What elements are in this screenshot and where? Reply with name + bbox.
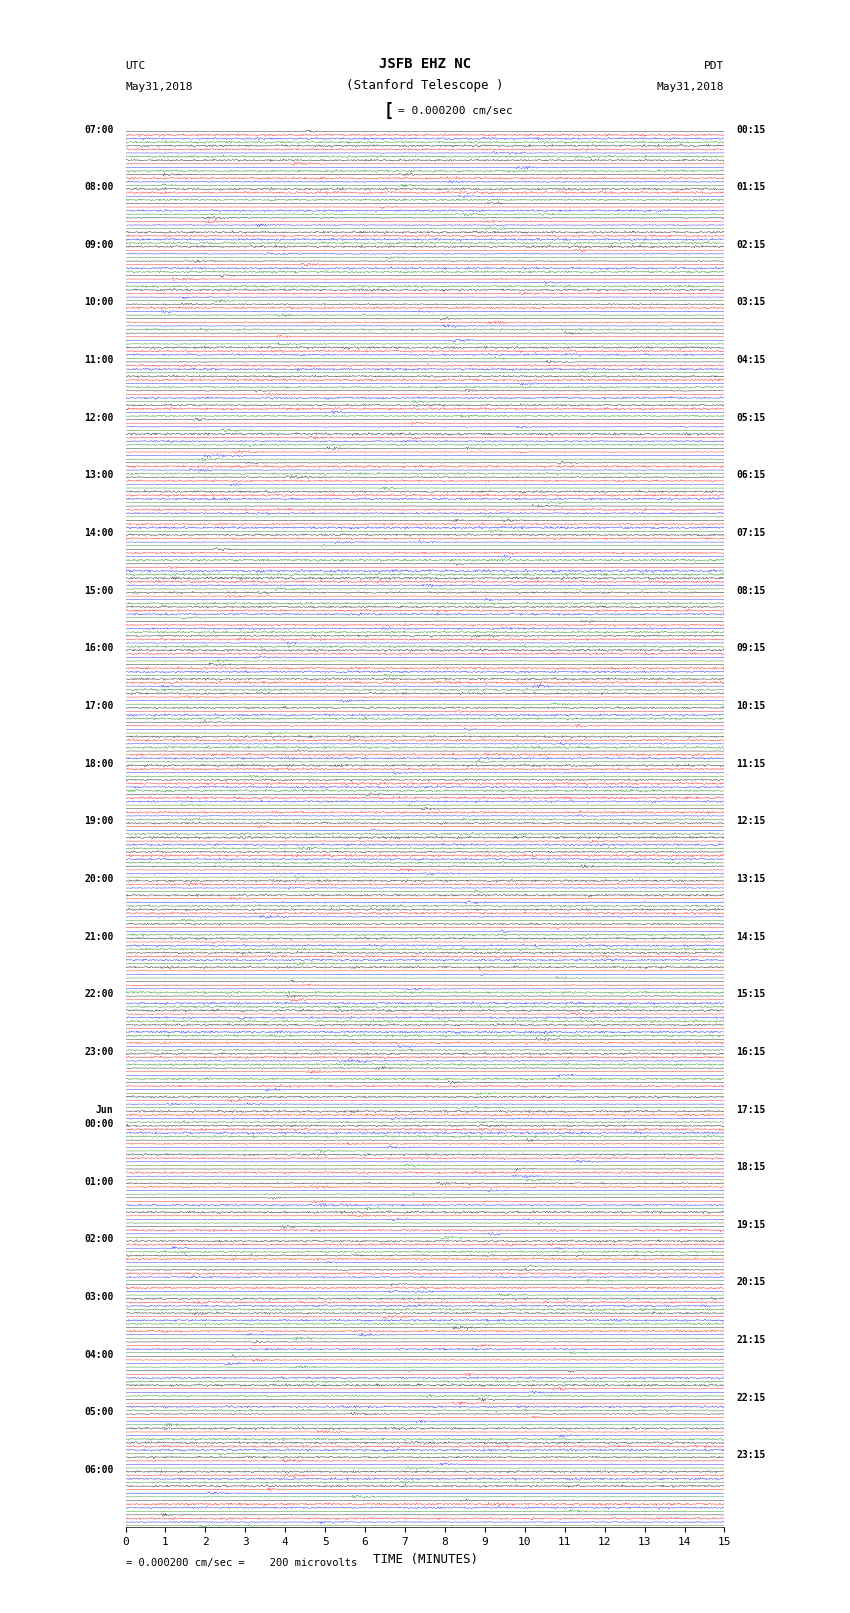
Text: 13:15: 13:15 bbox=[736, 874, 766, 884]
Text: 21:15: 21:15 bbox=[736, 1336, 766, 1345]
Text: 17:15: 17:15 bbox=[736, 1105, 766, 1115]
Text: 15:00: 15:00 bbox=[84, 586, 114, 595]
Text: 22:15: 22:15 bbox=[736, 1392, 766, 1403]
Text: 22:00: 22:00 bbox=[84, 989, 114, 998]
Text: 21:00: 21:00 bbox=[84, 932, 114, 942]
Text: 05:15: 05:15 bbox=[736, 413, 766, 423]
Text: 05:00: 05:00 bbox=[84, 1407, 114, 1418]
Text: May31,2018: May31,2018 bbox=[126, 82, 193, 92]
Text: 19:15: 19:15 bbox=[736, 1219, 766, 1229]
Text: 10:00: 10:00 bbox=[84, 297, 114, 308]
Text: 06:15: 06:15 bbox=[736, 471, 766, 481]
Text: 14:00: 14:00 bbox=[84, 527, 114, 539]
Text: 08:00: 08:00 bbox=[84, 182, 114, 192]
Text: (Stanford Telescope ): (Stanford Telescope ) bbox=[346, 79, 504, 92]
Text: 07:15: 07:15 bbox=[736, 527, 766, 539]
Text: [: [ bbox=[384, 102, 394, 121]
Text: 09:15: 09:15 bbox=[736, 644, 766, 653]
Text: = 0.000200 cm/sec: = 0.000200 cm/sec bbox=[398, 106, 513, 116]
Text: 02:15: 02:15 bbox=[736, 240, 766, 250]
Text: UTC: UTC bbox=[126, 61, 146, 71]
Text: 07:00: 07:00 bbox=[84, 124, 114, 134]
Text: 20:00: 20:00 bbox=[84, 874, 114, 884]
Text: 19:00: 19:00 bbox=[84, 816, 114, 826]
Text: 20:15: 20:15 bbox=[736, 1277, 766, 1287]
Text: 23:00: 23:00 bbox=[84, 1047, 114, 1057]
Text: 09:00: 09:00 bbox=[84, 240, 114, 250]
Text: 11:15: 11:15 bbox=[736, 758, 766, 769]
Text: 18:00: 18:00 bbox=[84, 758, 114, 769]
Text: 04:00: 04:00 bbox=[84, 1350, 114, 1360]
Text: 11:00: 11:00 bbox=[84, 355, 114, 365]
Text: 04:15: 04:15 bbox=[736, 355, 766, 365]
Text: 02:00: 02:00 bbox=[84, 1234, 114, 1244]
Text: 16:15: 16:15 bbox=[736, 1047, 766, 1057]
Text: 13:00: 13:00 bbox=[84, 471, 114, 481]
Text: 00:00: 00:00 bbox=[84, 1119, 114, 1129]
Text: 06:00: 06:00 bbox=[84, 1465, 114, 1474]
Text: 16:00: 16:00 bbox=[84, 644, 114, 653]
Text: 10:15: 10:15 bbox=[736, 702, 766, 711]
Text: = 0.000200 cm/sec =    200 microvolts: = 0.000200 cm/sec = 200 microvolts bbox=[126, 1558, 357, 1568]
Text: Jun: Jun bbox=[96, 1105, 114, 1115]
Text: 01:15: 01:15 bbox=[736, 182, 766, 192]
Text: JSFB EHZ NC: JSFB EHZ NC bbox=[379, 56, 471, 71]
Text: PDT: PDT bbox=[704, 61, 724, 71]
Text: 08:15: 08:15 bbox=[736, 586, 766, 595]
Text: 18:15: 18:15 bbox=[736, 1163, 766, 1173]
Text: 01:00: 01:00 bbox=[84, 1176, 114, 1187]
Text: May31,2018: May31,2018 bbox=[657, 82, 724, 92]
Text: 23:15: 23:15 bbox=[736, 1450, 766, 1460]
Text: 03:00: 03:00 bbox=[84, 1292, 114, 1302]
Text: 00:15: 00:15 bbox=[736, 124, 766, 134]
Text: 14:15: 14:15 bbox=[736, 932, 766, 942]
Text: 17:00: 17:00 bbox=[84, 702, 114, 711]
Text: 12:00: 12:00 bbox=[84, 413, 114, 423]
Text: 15:15: 15:15 bbox=[736, 989, 766, 998]
Text: 03:15: 03:15 bbox=[736, 297, 766, 308]
X-axis label: TIME (MINUTES): TIME (MINUTES) bbox=[372, 1553, 478, 1566]
Text: 12:15: 12:15 bbox=[736, 816, 766, 826]
